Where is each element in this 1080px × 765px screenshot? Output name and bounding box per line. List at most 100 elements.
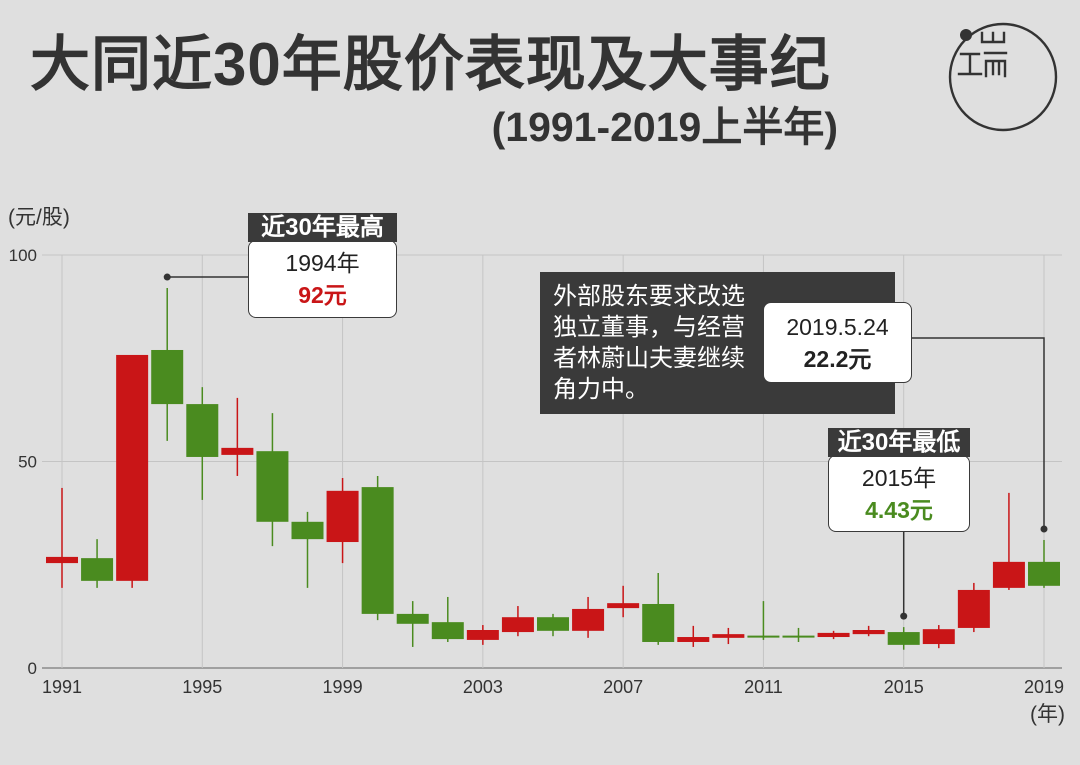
y-tick-label: 100	[9, 246, 37, 265]
candle-2000	[361, 475, 394, 621]
leader-dot-high	[163, 273, 171, 281]
logo-mark	[957, 31, 1008, 78]
candle-body	[466, 630, 499, 640]
candle-2010	[712, 627, 745, 645]
candle-1995	[186, 387, 219, 500]
candle-body	[852, 630, 885, 635]
candle-body	[396, 613, 429, 624]
x-tick-label: 2007	[603, 677, 643, 697]
candle-2002	[431, 596, 464, 642]
candle-body	[677, 637, 710, 642]
candle-1999	[326, 478, 359, 564]
x-axis-unit-label: (年)	[1030, 703, 1065, 726]
candle-2017	[957, 582, 990, 633]
logo-ring	[948, 22, 1058, 132]
candle-body	[922, 629, 955, 645]
candle-body	[186, 404, 219, 457]
annotation-high-price: 92元	[298, 282, 347, 308]
event-note-line: 独立董事，与经营	[553, 314, 745, 341]
candle-2015	[887, 627, 920, 650]
x-tick-label: 1991	[42, 677, 82, 697]
logo-dot	[960, 29, 972, 41]
candle-body	[81, 558, 114, 581]
candle-body	[361, 487, 394, 614]
candle-2013	[817, 630, 850, 640]
logo	[948, 22, 1058, 132]
candle-body	[1028, 561, 1060, 586]
annotation-high-card: 1994年 92元	[248, 240, 397, 318]
candle-1998	[291, 511, 324, 588]
x-tick-label: 1999	[323, 677, 363, 697]
candle-2011	[747, 601, 780, 640]
candle-body	[221, 447, 254, 455]
candle-body	[501, 617, 534, 633]
chart-title: 大同近30年股价表现及大事纪	[30, 31, 831, 98]
x-tick-label: 2003	[463, 677, 503, 697]
candle-1996	[221, 397, 254, 476]
candle-body	[572, 608, 605, 631]
leader-line-event	[912, 337, 1045, 529]
event-note-line: 角力中。	[553, 376, 649, 403]
candle-body	[607, 603, 640, 609]
candle-body	[291, 521, 324, 540]
candle-2008	[642, 573, 675, 645]
leader-dot-event	[1040, 525, 1048, 533]
candle-body	[887, 632, 920, 645]
candle-2006	[572, 596, 605, 638]
candle-body	[957, 589, 990, 628]
leader-dot-low	[900, 612, 908, 620]
annotation-high-tag: 近30年最高	[248, 213, 397, 242]
chart-subtitle: (1991-2019上半年)	[491, 104, 838, 150]
candle-2001	[396, 601, 429, 647]
annotation-leaders	[163, 273, 1048, 620]
candle-body	[431, 622, 464, 640]
candle-1997	[256, 413, 289, 547]
annotation-low-year: 2015年	[861, 464, 937, 491]
candle-body	[782, 635, 815, 638]
candle-body	[537, 617, 569, 631]
candle-body	[712, 634, 745, 638]
event-note-line: 外部股东要求改选	[553, 283, 745, 310]
event-note-line: 者林蔚山夫妻继续	[553, 345, 745, 372]
y-axis-unit-label: (元/股)	[8, 206, 70, 229]
x-tick-label: 2015	[884, 677, 924, 697]
annotation-event-date: 2019.5.24	[786, 313, 889, 340]
y-tick-label: 0	[28, 659, 37, 678]
candle-2014	[852, 625, 885, 637]
candle-2009	[677, 625, 710, 647]
candle-2019	[1028, 539, 1060, 588]
annotation-high-year: 1994年	[285, 250, 360, 276]
candles	[46, 288, 1060, 650]
candle-2004	[501, 606, 534, 637]
candle-1994	[151, 288, 184, 441]
candle-2003	[466, 625, 499, 645]
annotation-event-card: 2019.5.24 22.2元	[763, 302, 912, 383]
candle-body	[256, 451, 289, 522]
candle-body	[992, 561, 1025, 588]
candle-2007	[607, 585, 640, 618]
candle-body	[642, 603, 675, 642]
candle-2005	[537, 613, 569, 637]
candle-body	[326, 490, 359, 543]
y-tick-label: 50	[18, 453, 37, 472]
x-tick-label: 1995	[182, 677, 222, 697]
candle-body	[817, 632, 850, 638]
annotation-low-price: 4.43元	[865, 496, 933, 523]
candle-1991	[46, 487, 78, 588]
candle-2012	[782, 627, 815, 642]
candle-body	[46, 556, 78, 564]
x-tick-label: 2011	[744, 677, 783, 697]
annotation-low-card: 2015年 4.43元	[828, 455, 970, 532]
candle-body	[116, 354, 149, 581]
candle-body	[151, 349, 184, 405]
annotation-low-tag: 近30年最低	[828, 428, 970, 457]
candle-2018	[992, 492, 1025, 590]
axis-ticks: 0 50 100 1991 1995 1999 2003 2007 2011 2015 2019	[9, 246, 1064, 697]
x-tick-label: 2019	[1024, 677, 1064, 697]
candle-1992	[81, 539, 114, 588]
annotation-event-price: 22.2元	[803, 345, 872, 372]
candle-2016	[922, 625, 955, 649]
candle-body	[747, 635, 780, 638]
candle-1993	[116, 354, 149, 588]
